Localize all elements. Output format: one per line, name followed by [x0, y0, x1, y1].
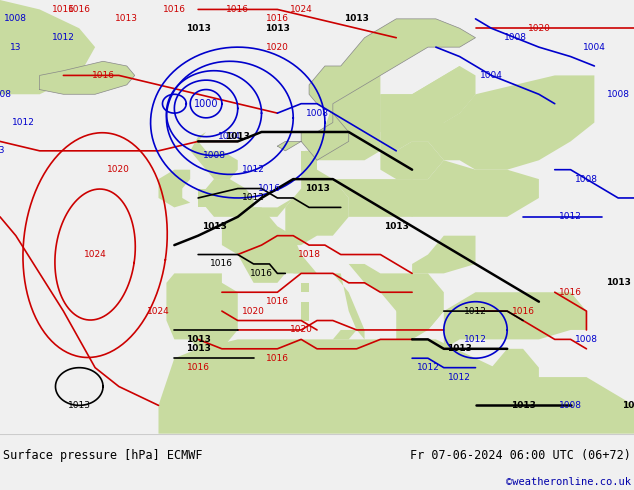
Text: 1012: 1012: [559, 212, 582, 221]
Text: 1012: 1012: [242, 194, 265, 202]
Text: 1008: 1008: [575, 174, 598, 184]
Text: 1016: 1016: [250, 269, 273, 278]
Text: 1024: 1024: [290, 5, 313, 14]
Polygon shape: [380, 142, 444, 179]
Text: Fr 07-06-2024 06:00 UTC (06+72): Fr 07-06-2024 06:00 UTC (06+72): [410, 448, 631, 462]
Polygon shape: [158, 340, 634, 434]
Text: 1013: 1013: [605, 278, 631, 287]
Text: 1024: 1024: [84, 250, 107, 259]
Text: 1012: 1012: [242, 165, 265, 174]
Polygon shape: [222, 207, 301, 283]
Text: 1008: 1008: [0, 90, 11, 99]
Text: 1020: 1020: [290, 325, 313, 335]
Text: 1016: 1016: [226, 5, 249, 14]
Text: ©weatheronline.co.uk: ©weatheronline.co.uk: [506, 477, 631, 487]
Polygon shape: [412, 236, 476, 273]
Polygon shape: [333, 330, 356, 340]
Polygon shape: [301, 151, 317, 170]
Text: 13: 13: [10, 43, 22, 51]
Polygon shape: [380, 66, 476, 132]
Polygon shape: [293, 254, 365, 340]
Polygon shape: [309, 75, 380, 160]
Text: 1013: 1013: [225, 132, 250, 141]
Text: 13: 13: [0, 147, 6, 155]
Text: 1020: 1020: [242, 307, 265, 316]
Polygon shape: [444, 292, 586, 349]
Text: 1012: 1012: [417, 363, 439, 372]
Text: 1016: 1016: [266, 297, 289, 306]
Polygon shape: [396, 292, 444, 340]
Text: 1008: 1008: [503, 33, 527, 42]
Text: 1012: 1012: [464, 335, 487, 344]
Text: 1004: 1004: [218, 132, 242, 141]
Text: 1008: 1008: [202, 151, 226, 160]
Text: 1013: 1013: [186, 344, 210, 353]
Text: 1016: 1016: [91, 71, 115, 80]
Text: 1020: 1020: [527, 24, 550, 33]
Text: 1008: 1008: [4, 14, 27, 24]
Text: 1004: 1004: [480, 71, 503, 80]
Text: 1012: 1012: [464, 307, 487, 316]
Polygon shape: [158, 170, 190, 207]
Text: 1016: 1016: [210, 260, 233, 269]
Text: 1008: 1008: [306, 109, 328, 118]
Polygon shape: [396, 160, 539, 217]
Polygon shape: [278, 19, 476, 160]
Text: 1016: 1016: [52, 5, 75, 14]
Text: 1013: 1013: [304, 184, 330, 193]
Polygon shape: [349, 264, 444, 330]
Text: 1013: 1013: [265, 24, 290, 33]
Text: 1016: 1016: [68, 5, 91, 14]
Text: 1008: 1008: [607, 90, 630, 99]
Text: 1004: 1004: [583, 43, 606, 51]
Polygon shape: [285, 170, 349, 245]
Polygon shape: [39, 61, 134, 94]
Polygon shape: [0, 0, 95, 94]
Text: 1016: 1016: [258, 184, 281, 193]
Text: 1013: 1013: [115, 14, 138, 24]
Text: 1016: 1016: [266, 14, 289, 24]
Polygon shape: [166, 273, 238, 349]
Polygon shape: [301, 302, 309, 320]
Text: 1016: 1016: [512, 307, 534, 316]
Text: 1016: 1016: [163, 5, 186, 14]
Text: 1013: 1013: [344, 14, 369, 24]
Text: 1020: 1020: [266, 43, 289, 51]
Text: 1012: 1012: [52, 33, 75, 42]
Polygon shape: [396, 75, 595, 170]
Polygon shape: [333, 179, 428, 217]
Polygon shape: [491, 349, 539, 405]
Polygon shape: [198, 189, 214, 207]
Polygon shape: [301, 283, 309, 292]
Polygon shape: [198, 179, 254, 217]
Text: 1013: 1013: [447, 344, 472, 353]
Polygon shape: [190, 132, 238, 179]
Text: 1008: 1008: [575, 335, 598, 344]
Polygon shape: [254, 198, 293, 217]
Text: 1013: 1013: [202, 222, 226, 231]
Text: 1008: 1008: [559, 401, 582, 410]
Text: 1012: 1012: [12, 118, 36, 127]
Text: 1013: 1013: [186, 335, 210, 344]
Text: 1024: 1024: [147, 307, 170, 316]
Text: 1016: 1016: [559, 288, 582, 297]
Polygon shape: [380, 66, 476, 151]
Text: Surface pressure [hPa] ECMWF: Surface pressure [hPa] ECMWF: [3, 448, 203, 462]
Text: 1013: 1013: [384, 222, 409, 231]
Text: 1000: 1000: [194, 98, 218, 109]
Text: 1012: 1012: [448, 372, 471, 382]
Polygon shape: [301, 151, 317, 170]
Text: 1016: 1016: [186, 363, 210, 372]
Text: 1013: 1013: [186, 24, 210, 33]
Text: 1013: 1013: [510, 401, 536, 410]
Text: 1016: 1016: [266, 354, 289, 363]
Polygon shape: [428, 349, 460, 358]
Text: 1018: 1018: [297, 250, 321, 259]
Text: 1013: 1013: [621, 401, 634, 410]
Text: 1020: 1020: [107, 165, 131, 174]
Text: 1013: 1013: [68, 401, 91, 410]
